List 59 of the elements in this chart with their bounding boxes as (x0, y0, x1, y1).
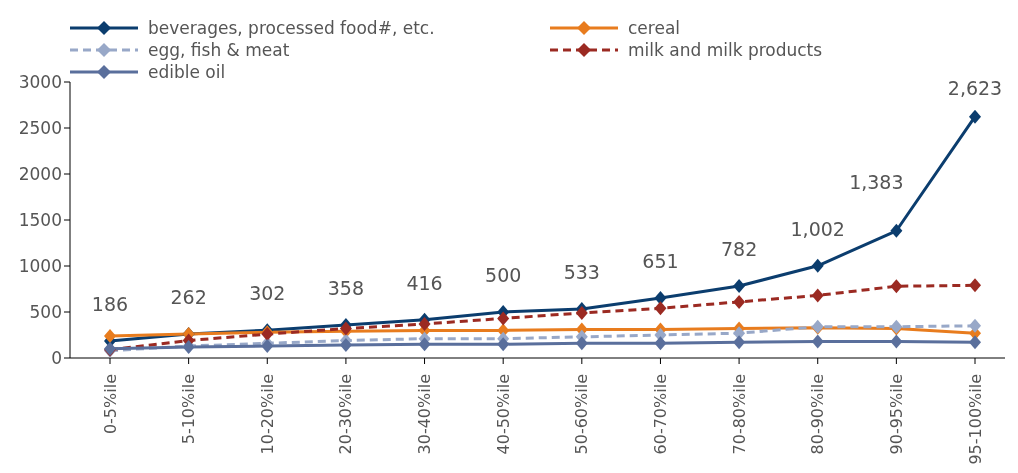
x-tick-label: 95-100%ile (965, 374, 985, 465)
legend-label: egg, fish & meat (148, 40, 290, 60)
x-tick-label: 50-60%ile (572, 374, 592, 455)
y-tick-label: 0 (51, 348, 62, 369)
y-tick-label: 2000 (18, 164, 62, 185)
x-tick-label: 10-20%ile (257, 374, 277, 455)
x-tick-label: 40-50%ile (493, 374, 513, 455)
point (890, 334, 903, 349)
point (890, 279, 903, 294)
legend-label: edible oil (148, 62, 226, 82)
x-tick-label: 80-90%ile (808, 374, 828, 455)
point (654, 336, 667, 351)
data-label: 416 (406, 271, 443, 294)
data-label: 782 (720, 238, 758, 261)
data-label: 533 (563, 260, 600, 283)
point (418, 316, 431, 331)
y-tick-label: 3000 (18, 72, 62, 93)
point (339, 338, 352, 353)
x-tick-label: 70-80%ile (729, 374, 749, 455)
legend-label: milk and milk products (628, 40, 823, 60)
point (811, 334, 824, 349)
y-tick-label: 1500 (18, 210, 62, 231)
data-label: 302 (249, 282, 286, 305)
data-label: 2,623 (947, 76, 1003, 99)
x-tick-label: 0-5%ile (100, 374, 120, 435)
x-tick-label: 5-10%ile (179, 374, 199, 445)
point (811, 288, 824, 303)
y-tick-label: 1000 (18, 256, 62, 277)
data-label: 358 (327, 277, 365, 300)
data-label: 1,383 (849, 170, 904, 193)
data-label: 500 (485, 264, 522, 286)
point (969, 318, 981, 333)
point (969, 109, 981, 124)
point (733, 335, 746, 350)
legend-label: cereal (628, 18, 681, 38)
data-label: 651 (642, 250, 679, 273)
point (733, 279, 746, 294)
point (969, 335, 981, 350)
x-tick-label: 90-95%ile (886, 374, 906, 455)
point (575, 305, 588, 320)
point (969, 278, 981, 293)
point (497, 311, 510, 326)
data-label: 186 (91, 292, 129, 315)
data-label: 262 (170, 285, 207, 308)
x-tick-label: 60-70%ile (650, 374, 670, 455)
point (497, 337, 510, 352)
point (811, 258, 824, 273)
point (890, 223, 903, 238)
point (104, 328, 116, 343)
y-tick-label: 500 (29, 302, 62, 323)
x-tick-label: 30-40%ile (415, 374, 435, 455)
y-tick-label: 2500 (18, 118, 62, 139)
x-tick-label: 20-30%ile (336, 374, 356, 455)
point (418, 337, 431, 352)
point (654, 301, 667, 316)
point (575, 336, 588, 351)
point (733, 294, 746, 309)
legend-label: beverages, processed food#, etc. (148, 18, 435, 38)
data-label: 1,002 (790, 217, 845, 240)
